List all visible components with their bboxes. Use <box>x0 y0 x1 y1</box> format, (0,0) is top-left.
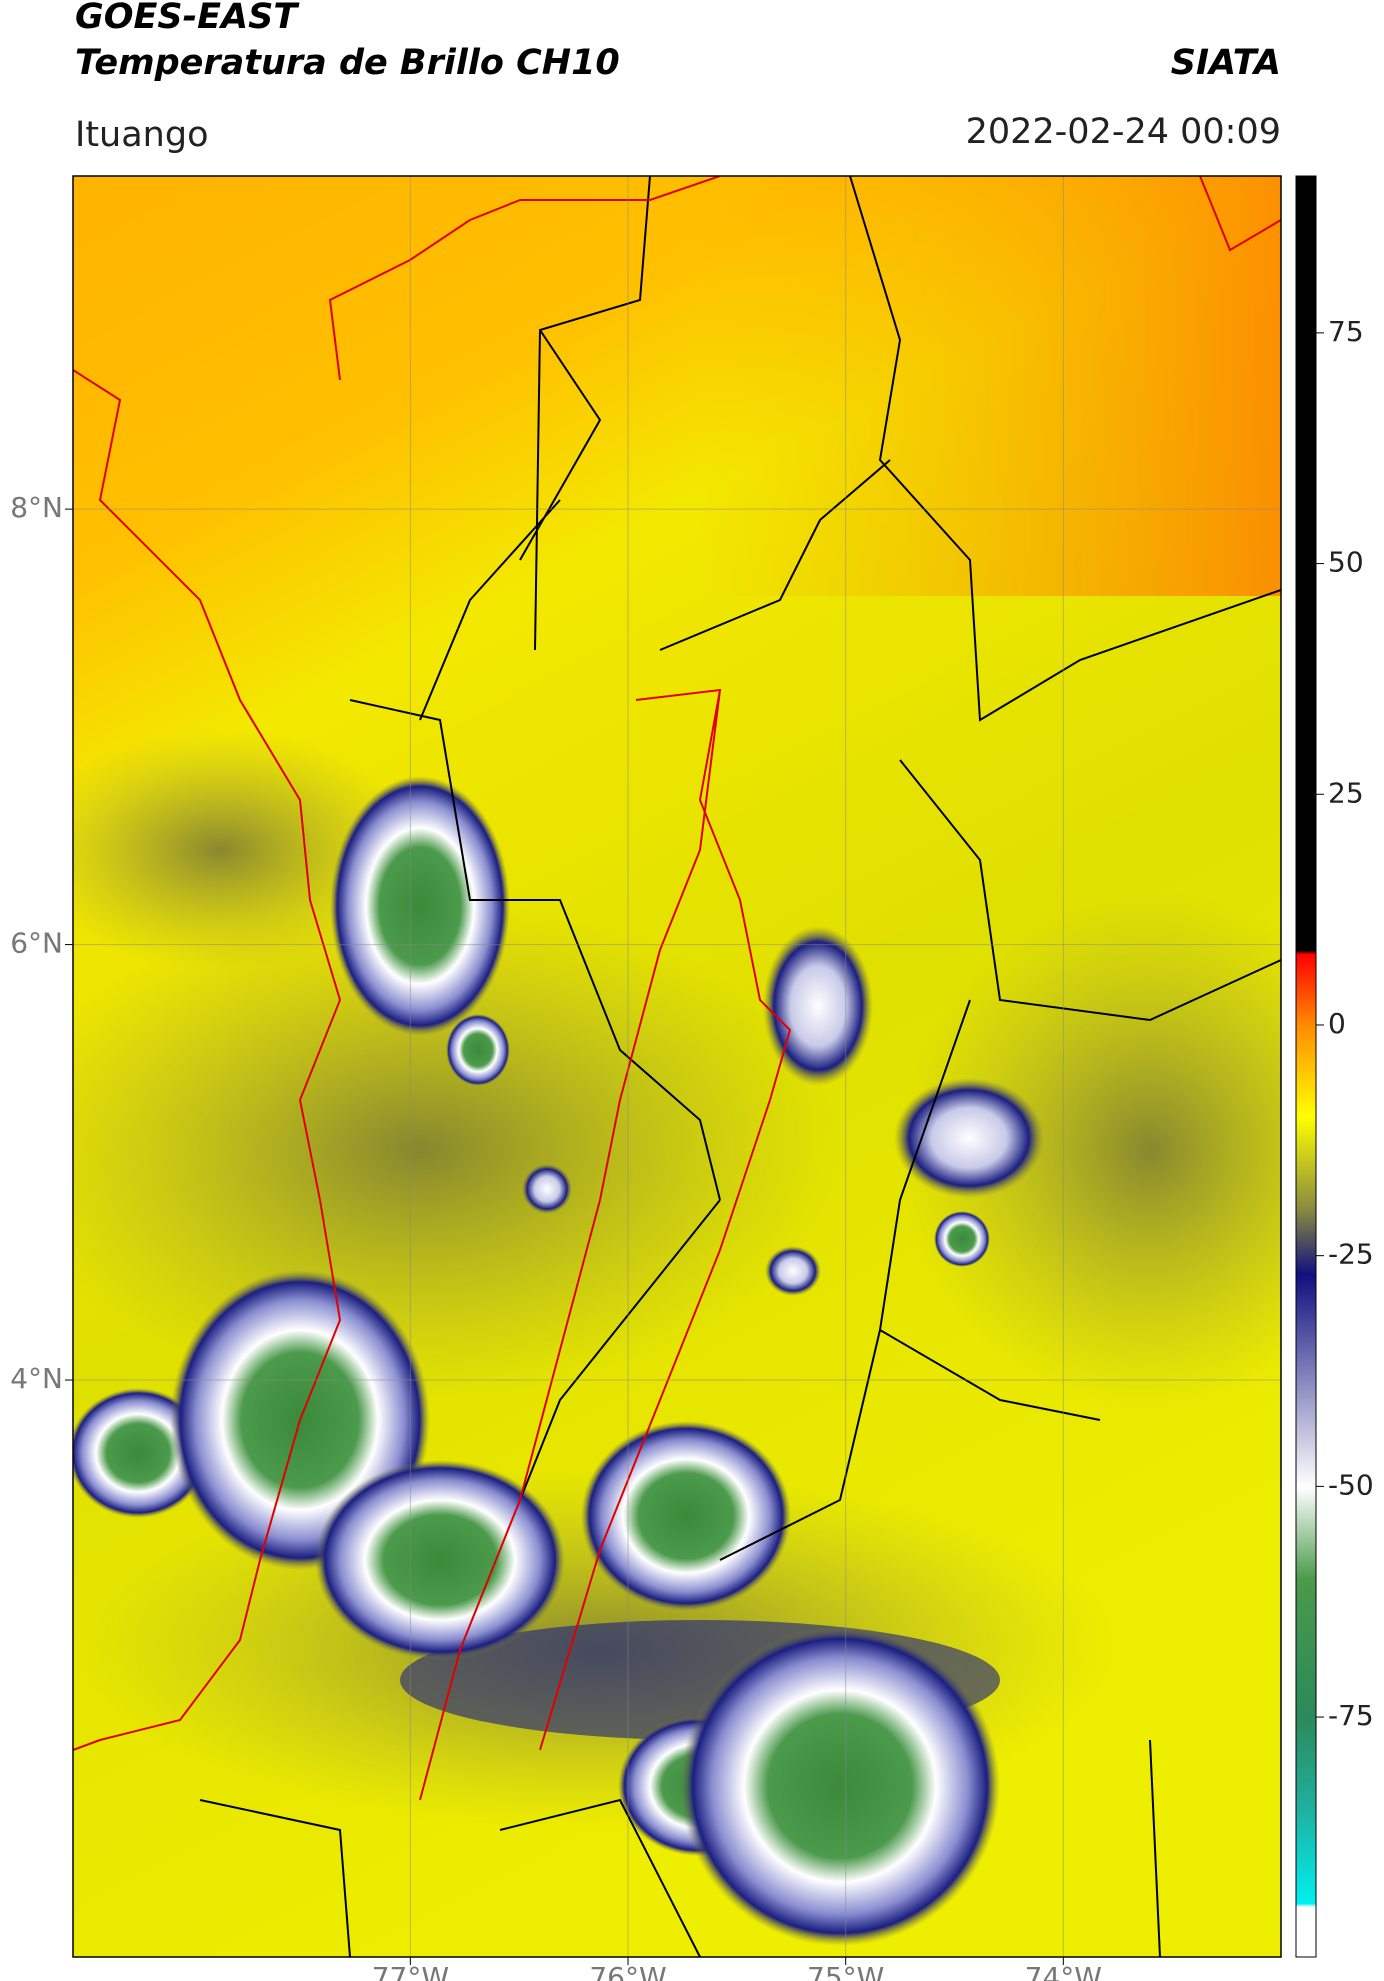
source: SIATA <box>1171 43 1281 83</box>
colorbar-label: 25 <box>1328 776 1364 809</box>
map-frame <box>72 175 1282 1958</box>
location: Ituango <box>75 115 209 155</box>
title: GOES-EAST <box>75 0 300 37</box>
colorbar-label: 75 <box>1328 315 1364 348</box>
colorbar-label: 0 <box>1328 1007 1346 1040</box>
map-image <box>73 176 1281 1957</box>
colorbar-label: 50 <box>1328 546 1364 579</box>
colorbar-label: -75 <box>1328 1699 1374 1732</box>
lat-label: 4°N <box>10 1362 63 1395</box>
lon-label: 75°W <box>807 1961 884 1981</box>
lon-label: 77°W <box>372 1961 449 1981</box>
lon-label: 74°W <box>1025 1961 1102 1981</box>
lat-label: 8°N <box>10 491 63 524</box>
subtitle: Temperatura de Brillo CH10 <box>75 43 620 83</box>
colorbar <box>1295 175 1317 1958</box>
colorbar-label: -25 <box>1328 1238 1374 1271</box>
datetime: 2022-02-24 00:09 <box>966 112 1281 152</box>
lon-label: 76°W <box>589 1961 666 1981</box>
lat-label: 6°N <box>10 927 63 960</box>
colorbar-label: -50 <box>1328 1468 1374 1501</box>
